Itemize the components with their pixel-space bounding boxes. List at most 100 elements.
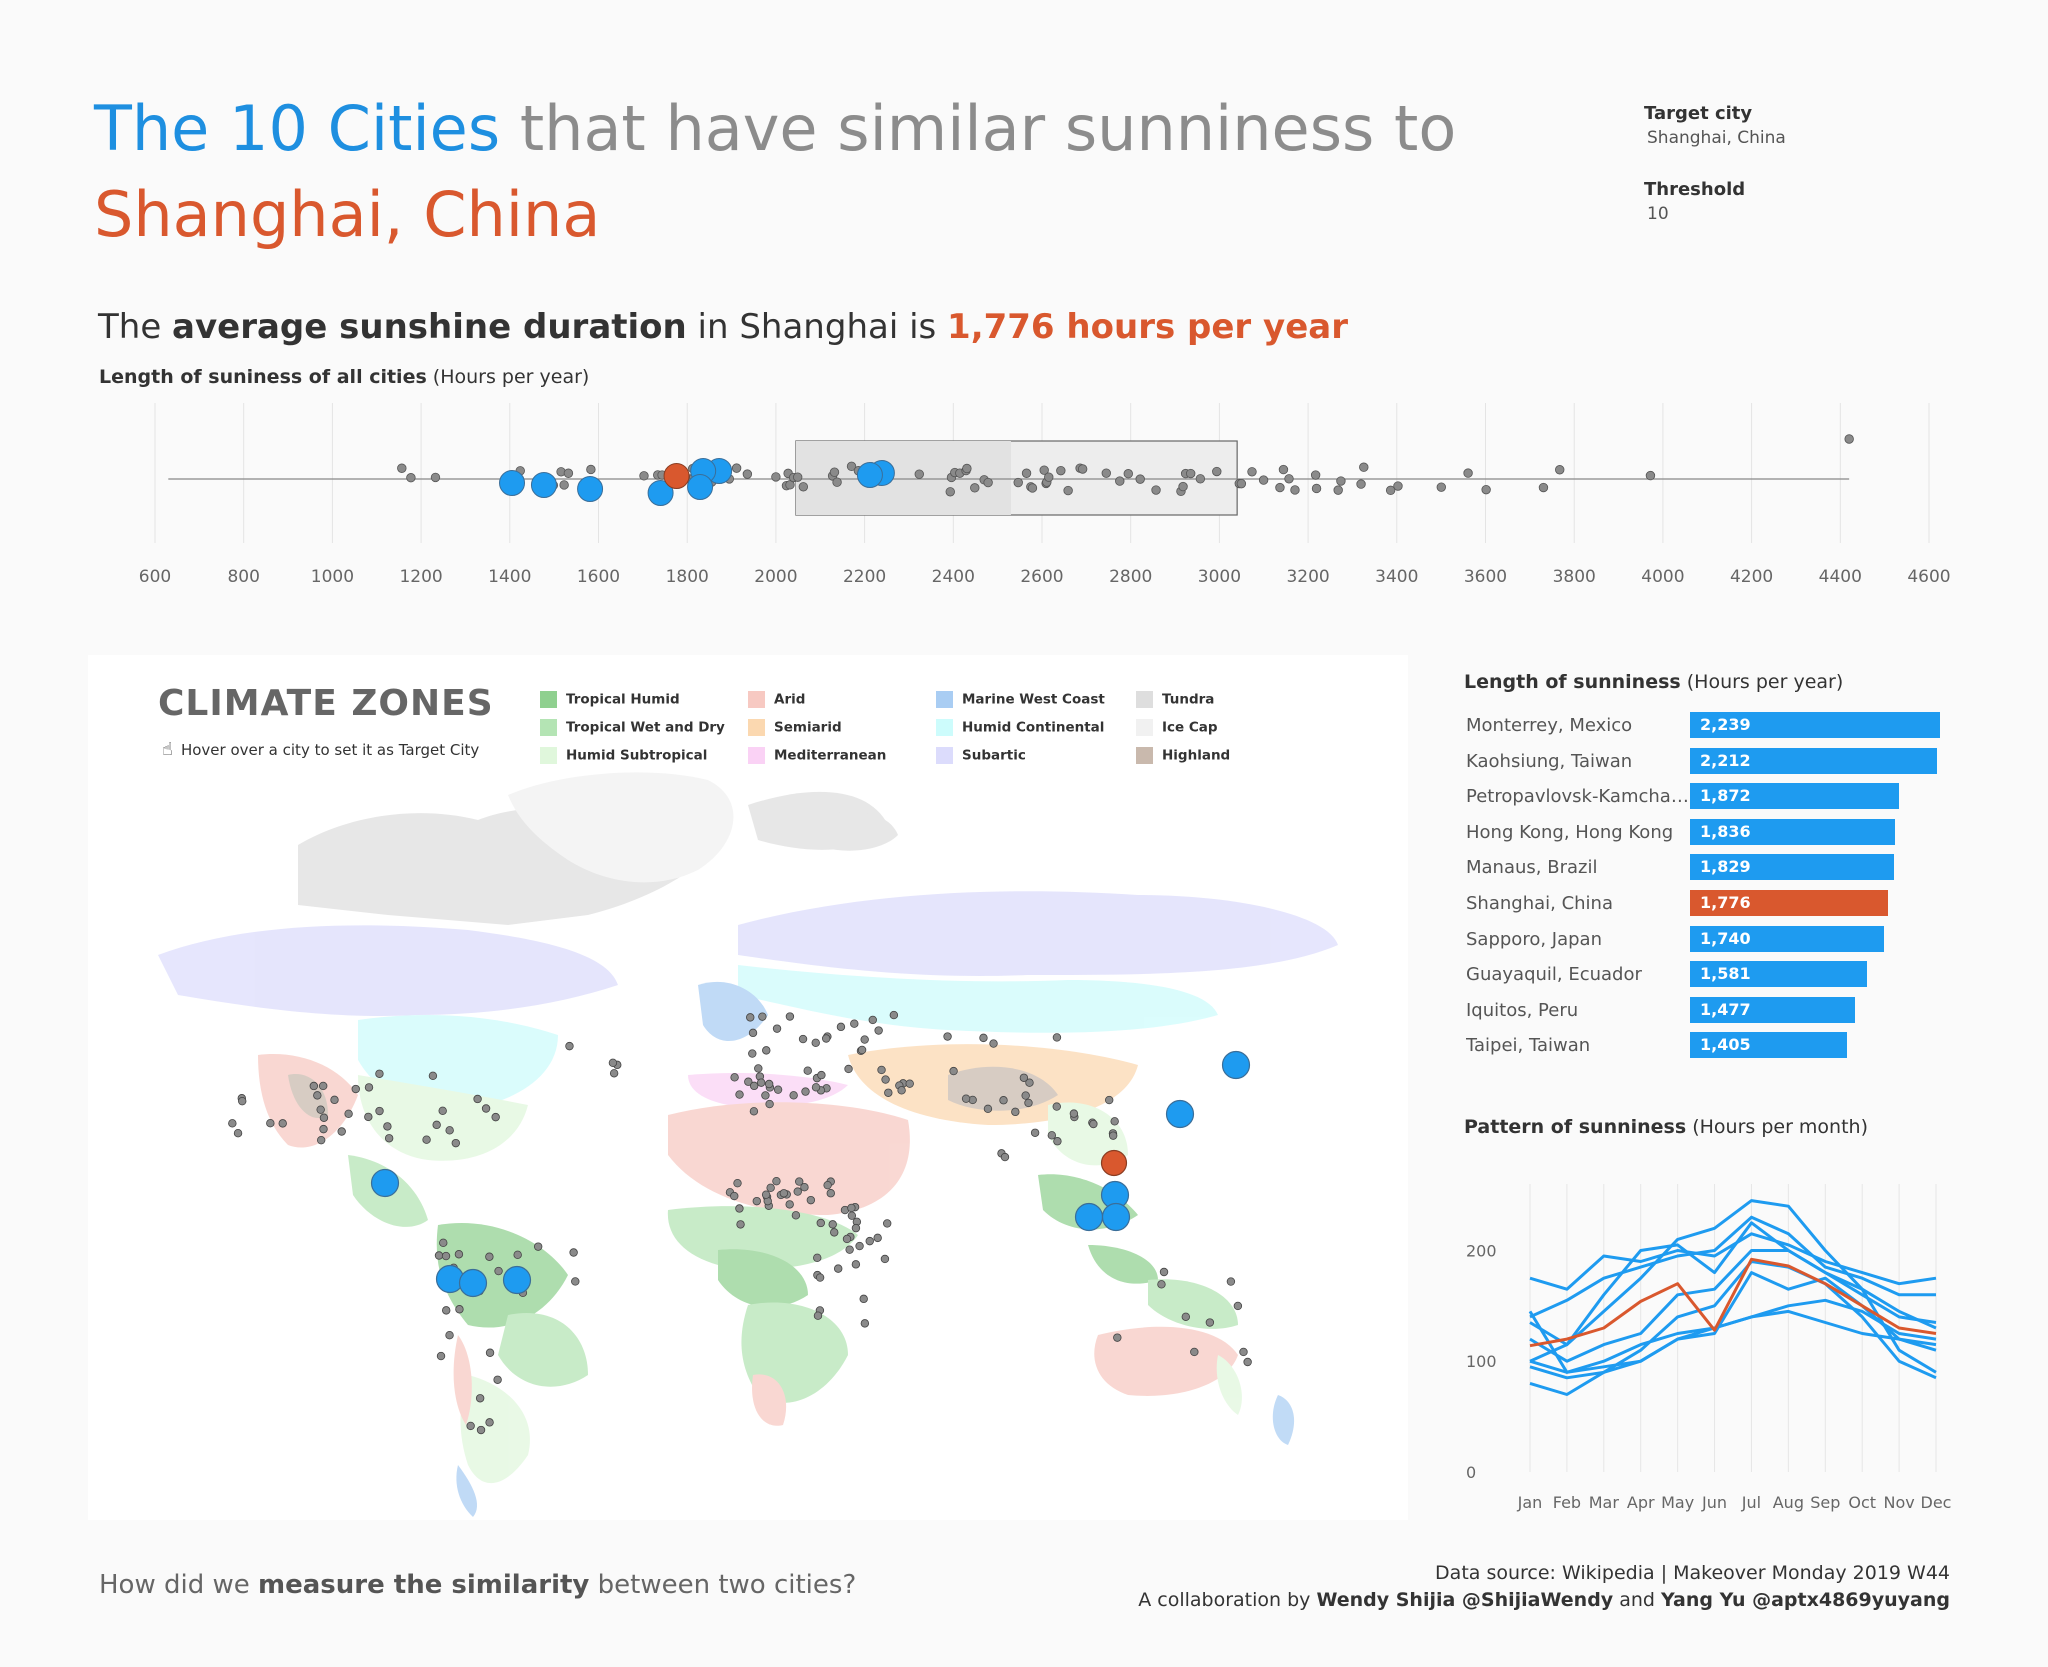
map-city-dot[interactable] — [736, 1220, 745, 1229]
strip-city-dot[interactable] — [1236, 478, 1247, 489]
similarity-question[interactable]: How did we measure the similarity betwee… — [99, 1570, 856, 1600]
map-city-dot[interactable] — [364, 1112, 373, 1122]
map-city-dot[interactable] — [897, 1086, 906, 1095]
strip-city-dot[interactable] — [1555, 465, 1565, 475]
map-city-dot[interactable] — [1233, 1301, 1243, 1311]
map-city-dot[interactable] — [803, 1066, 812, 1075]
map-city-dot[interactable] — [816, 1218, 825, 1228]
strip-similar-city-marker[interactable] — [856, 462, 883, 488]
strip-city-dot[interactable] — [1278, 464, 1289, 475]
map-city-dot[interactable] — [316, 1135, 326, 1145]
strip-city-dot[interactable] — [1538, 482, 1549, 493]
map-city-dot[interactable] — [806, 1195, 816, 1205]
map-city-dot[interactable] — [1108, 1131, 1118, 1140]
bar-rect[interactable] — [1690, 818, 1895, 845]
map-city-dot[interactable] — [571, 1277, 580, 1286]
map-target-city-marker[interactable] — [1100, 1149, 1128, 1177]
map-city-dot[interactable] — [857, 1045, 867, 1055]
strip-city-dot[interactable] — [945, 487, 955, 497]
map-city-dot[interactable] — [565, 1041, 574, 1051]
map-city-dot[interactable] — [882, 1219, 892, 1228]
bar-rect[interactable] — [1690, 854, 1895, 881]
map-city-dot[interactable] — [344, 1109, 353, 1118]
strip-city-dot[interactable] — [1310, 470, 1321, 480]
strip-city-dot[interactable] — [1333, 485, 1343, 495]
map-city-dot[interactable] — [943, 1032, 952, 1041]
map-city-dot[interactable] — [1157, 1280, 1166, 1289]
strip-city-dot[interactable] — [983, 477, 993, 488]
map-city-dot[interactable] — [1243, 1357, 1252, 1367]
similar-city-line[interactable] — [1529, 1215, 1936, 1319]
strip-city-dot[interactable] — [1115, 476, 1125, 486]
strip-city-dot[interactable] — [798, 482, 809, 492]
map-city-dot[interactable] — [815, 1273, 825, 1282]
map-city-dot[interactable] — [761, 1190, 771, 1199]
map-city-dot[interactable] — [766, 1183, 775, 1193]
strip-city-dot[interactable] — [1063, 485, 1073, 496]
map-city-dot[interactable] — [1239, 1347, 1248, 1357]
strip-similar-city-marker[interactable] — [647, 480, 674, 506]
strip-city-dot[interactable] — [1013, 477, 1023, 488]
map-similar-city-marker[interactable] — [1221, 1050, 1251, 1080]
map-city-dot[interactable] — [785, 1012, 795, 1021]
map-city-dot[interactable] — [791, 1211, 801, 1220]
map-city-dot[interactable] — [1000, 1152, 1010, 1162]
map-city-dot[interactable] — [961, 1094, 971, 1103]
strip-city-dot[interactable] — [563, 468, 574, 478]
map-city-dot[interactable] — [744, 1077, 753, 1086]
map-city-dot[interactable] — [608, 1058, 618, 1067]
map-city-dot[interactable] — [455, 1305, 464, 1314]
map-city-dot[interactable] — [772, 1176, 781, 1186]
map-city-dot[interactable] — [1089, 1119, 1098, 1129]
map-city-dot[interactable] — [1019, 1073, 1029, 1082]
map-city-dot[interactable] — [868, 1015, 877, 1025]
map-city-dot[interactable] — [1047, 1131, 1057, 1140]
threshold-value[interactable]: 10 — [1647, 204, 1669, 224]
strip-city-dot[interactable] — [1284, 474, 1294, 484]
strip-city-dot[interactable] — [962, 463, 972, 474]
map-city-dot[interactable] — [881, 1075, 890, 1084]
bar-rect[interactable] — [1690, 996, 1855, 1023]
map-city-dot[interactable] — [476, 1425, 486, 1435]
bar-rect[interactable] — [1690, 961, 1867, 988]
map-city-dot[interactable] — [979, 1033, 988, 1043]
map-city-dot[interactable] — [746, 1013, 755, 1022]
strip-city-dot[interactable] — [742, 469, 753, 479]
map-city-dot[interactable] — [749, 1081, 759, 1091]
map-city-dot[interactable] — [473, 1094, 482, 1104]
map-city-dot[interactable] — [485, 1348, 495, 1357]
map-city-dot[interactable] — [989, 1039, 998, 1048]
similar-city-line[interactable] — [1529, 1221, 1937, 1347]
map-city-dot[interactable] — [1181, 1312, 1191, 1321]
map-city-dot[interactable] — [313, 1091, 322, 1100]
map-city-dot[interactable] — [889, 1010, 899, 1020]
map-similar-city-marker[interactable] — [1101, 1202, 1131, 1232]
map-city-dot[interactable] — [748, 1049, 757, 1058]
map-city-dot[interactable] — [801, 1087, 810, 1096]
map-city-dot[interactable] — [758, 1012, 767, 1021]
map-city-dot[interactable] — [384, 1134, 394, 1143]
map-city-dot[interactable] — [1190, 1347, 1199, 1357]
bar-rect[interactable] — [1690, 712, 1940, 738]
map-city-dot[interactable] — [865, 1236, 874, 1246]
strip-city-dot[interactable] — [1356, 479, 1366, 489]
strip-city-dot[interactable] — [586, 464, 596, 475]
strip-city-dot[interactable] — [1185, 468, 1196, 479]
map-city-dot[interactable] — [1025, 1078, 1034, 1087]
strip-city-dot[interactable] — [846, 461, 857, 472]
map-city-dot[interactable] — [1159, 1267, 1169, 1277]
map-city-dot[interactable] — [233, 1128, 243, 1138]
map-city-dot[interactable] — [266, 1118, 275, 1128]
map-city-dot[interactable] — [764, 1079, 774, 1089]
map-city-dot[interactable] — [1052, 1033, 1062, 1042]
map-city-dot[interactable] — [513, 1250, 522, 1260]
strip-city-dot[interactable] — [1385, 485, 1396, 496]
map-city-dot[interactable] — [609, 1069, 619, 1078]
bar-rect[interactable] — [1690, 925, 1885, 952]
map-city-dot[interactable] — [851, 1223, 861, 1233]
map-city-dot[interactable] — [445, 1330, 454, 1340]
strip-city-dot[interactable] — [731, 463, 742, 473]
map-city-dot[interactable] — [491, 1112, 500, 1122]
strip-city-dot[interactable] — [771, 472, 781, 482]
map-city-dot[interactable] — [375, 1069, 384, 1078]
